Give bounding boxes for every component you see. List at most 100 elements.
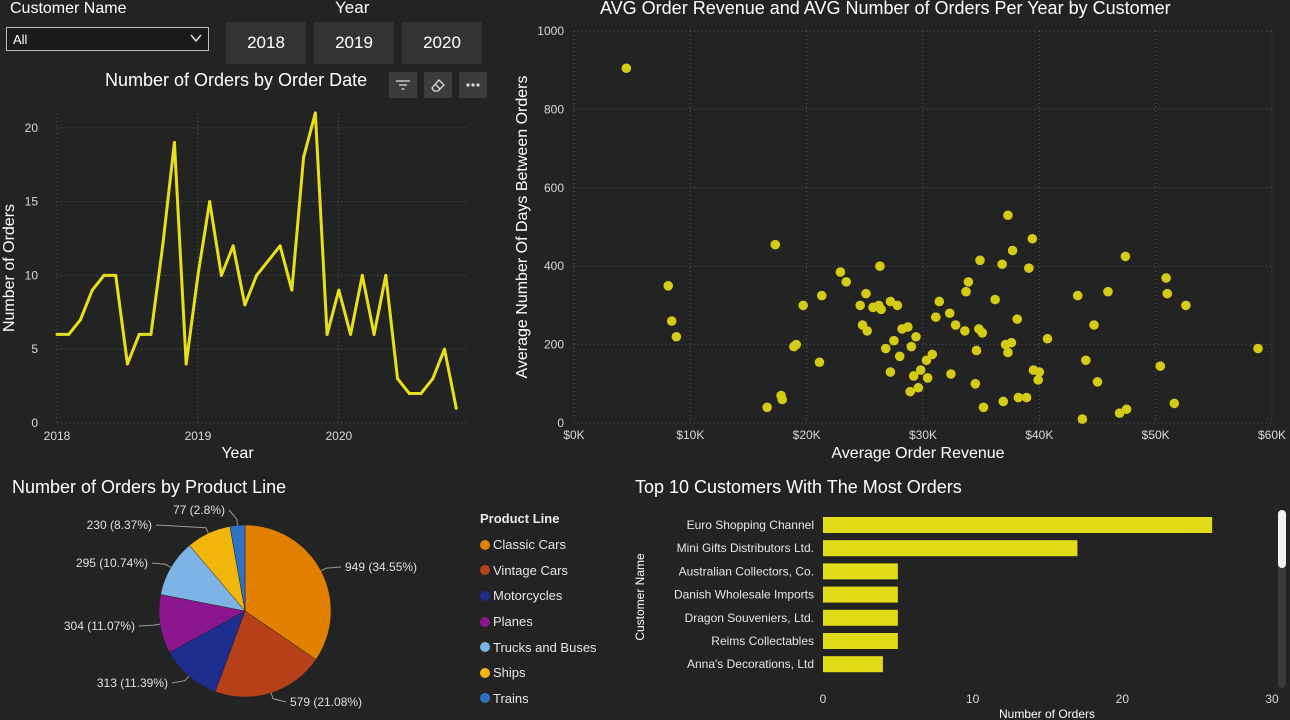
x-tick-label: $10K bbox=[676, 428, 704, 442]
x-tick-label: $60K bbox=[1258, 428, 1286, 442]
line-point bbox=[325, 332, 329, 336]
line-point bbox=[196, 273, 200, 277]
line-point bbox=[419, 391, 423, 395]
clear-selections-button[interactable] bbox=[424, 72, 452, 98]
line-point bbox=[208, 200, 212, 204]
scatter-point bbox=[762, 402, 772, 413]
line-chart[interactable]: 0 5 10 15 20 2018 2019 2020 Year Number of Orders bbox=[0, 100, 490, 465]
pie-data-label: 295 (10.74%) bbox=[76, 556, 148, 570]
pie-leader-line bbox=[151, 562, 172, 568]
scatter-point bbox=[841, 277, 852, 287]
bar-chart[interactable]: 0 10 20 30 Euro Shopping Channel Mini Gifts D… bbox=[625, 505, 1280, 720]
x-tick-label: $0K bbox=[563, 428, 584, 442]
legend-item[interactable]: Ships bbox=[480, 660, 597, 686]
scatter-point bbox=[1042, 333, 1053, 344]
legend-item[interactable]: Planes bbox=[480, 609, 597, 635]
y-tick-label: 10 bbox=[25, 268, 39, 282]
year-button-2018[interactable]: 2018 bbox=[226, 22, 306, 64]
scatter-point bbox=[876, 304, 886, 315]
x-axis-title: Average Order Revenue bbox=[831, 445, 1004, 462]
scatter-point bbox=[1027, 233, 1038, 244]
line-point bbox=[384, 273, 388, 277]
x-tick-label: 0 bbox=[820, 692, 827, 706]
scatter-point bbox=[1006, 337, 1017, 348]
y-tick-label: 200 bbox=[544, 338, 564, 352]
scatter-point bbox=[944, 308, 955, 319]
bar-chart-scrollbar-track[interactable] bbox=[1278, 510, 1286, 688]
y-tick-label: 5 bbox=[31, 342, 38, 356]
scatter-point bbox=[975, 255, 985, 266]
bar-chart-scrollbar-thumb[interactable] bbox=[1278, 510, 1286, 568]
scatter-point bbox=[1120, 251, 1131, 262]
bar-category-label: Euro Shopping Channel bbox=[687, 518, 814, 532]
scatter-point bbox=[1034, 367, 1045, 377]
scatter-point bbox=[770, 239, 781, 250]
line-point bbox=[219, 273, 223, 277]
line-point bbox=[431, 377, 435, 381]
x-tick-label: 2019 bbox=[185, 429, 212, 443]
scatter-point bbox=[1092, 377, 1103, 387]
year-button-2019[interactable]: 2019 bbox=[314, 22, 394, 64]
pie-chart[interactable]: 949 (34.55%) 579 (21.08%) 313 (11.39%) 304 … bbox=[0, 500, 470, 720]
scatter-point bbox=[1081, 355, 1091, 366]
pie-data-label: 579 (21.08%) bbox=[290, 695, 362, 709]
scatter-chart[interactable]: 0 200 400 600 800 1000 $0K $10K $20K $30K $40K $50K… bbox=[505, 18, 1290, 465]
filter-button[interactable] bbox=[389, 72, 417, 98]
legend-item[interactable]: Trucks and Buses bbox=[480, 634, 597, 660]
scatter-point bbox=[1013, 392, 1024, 403]
chevron-down-icon bbox=[190, 34, 202, 43]
bar-category-label: Mini Gifts Distributors Ltd. bbox=[677, 541, 814, 555]
bar-1 bbox=[823, 517, 1213, 533]
line-point bbox=[102, 273, 106, 277]
scatter-point bbox=[922, 373, 933, 383]
eraser-icon bbox=[431, 79, 445, 92]
scatter-point bbox=[777, 394, 788, 405]
scatter-point bbox=[862, 326, 872, 336]
scatter-point bbox=[1003, 210, 1013, 221]
legend-marker bbox=[480, 642, 490, 653]
bar-category-label: Australian Collectors, Co. bbox=[679, 564, 814, 578]
scatter-point bbox=[814, 357, 825, 368]
scatter-point bbox=[911, 331, 921, 342]
year-button-label: 2020 bbox=[423, 33, 461, 52]
scatter-point bbox=[1161, 273, 1171, 283]
line-point bbox=[172, 141, 176, 145]
x-axis-title: Number of Orders bbox=[999, 707, 1095, 720]
line-point bbox=[149, 332, 153, 336]
scatter-point bbox=[835, 267, 846, 277]
bar-3 bbox=[823, 563, 898, 580]
x-tick-label: 10 bbox=[966, 692, 980, 706]
y-axis-title: Number of Orders bbox=[1, 204, 18, 332]
x-tick-label: 2018 bbox=[44, 429, 71, 443]
y-tick-label: 400 bbox=[544, 259, 564, 273]
line-point bbox=[454, 406, 458, 410]
scatter-point bbox=[961, 286, 971, 297]
scatter-point bbox=[950, 320, 961, 330]
bar-category-label: Anna's Decorations, Ltd bbox=[687, 657, 814, 671]
line-point bbox=[231, 244, 235, 248]
bar-2 bbox=[823, 540, 1078, 557]
year-button-2020[interactable]: 2020 bbox=[402, 22, 482, 64]
legend-item[interactable]: Trains bbox=[480, 686, 597, 712]
pie-leader-line bbox=[270, 692, 287, 703]
x-tick-label: $40K bbox=[1025, 428, 1053, 442]
legend-item[interactable]: Classic Cars bbox=[480, 532, 597, 558]
more-options-button[interactable] bbox=[459, 72, 487, 98]
bar-category-label: Danish Wholesale Imports bbox=[674, 588, 814, 602]
line-point bbox=[396, 377, 400, 381]
legend-label: Trains bbox=[493, 690, 529, 706]
scatter-point bbox=[1253, 343, 1263, 354]
line-point bbox=[266, 259, 270, 263]
scatter-point bbox=[971, 345, 982, 356]
customer-name-dropdown[interactable]: All bbox=[6, 27, 209, 51]
legend-item[interactable]: Vintage Cars bbox=[480, 558, 597, 584]
legend-marker bbox=[480, 693, 490, 704]
scatter-point bbox=[1012, 314, 1023, 324]
line-point bbox=[114, 273, 118, 277]
scatter-point bbox=[1089, 320, 1099, 330]
legend-item[interactable]: Motorcycles bbox=[480, 583, 597, 609]
scatter-point bbox=[998, 396, 1009, 407]
scatter-point bbox=[903, 322, 913, 332]
legend-label: Motorcycles bbox=[493, 588, 563, 604]
x-tick-label: 20 bbox=[1116, 692, 1130, 706]
